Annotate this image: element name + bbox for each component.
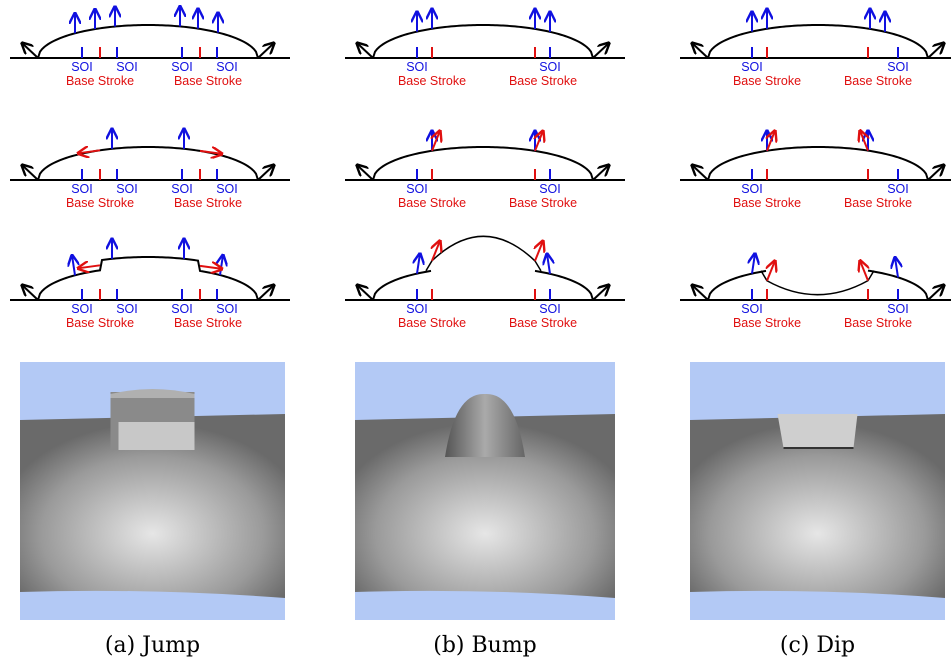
base-stroke-label: Base Stroke <box>509 74 577 88</box>
base-stroke-label: Base Stroke <box>733 74 801 88</box>
caption: (c) Dip <box>780 633 855 658</box>
normal-arrow <box>72 255 75 275</box>
base-stroke-label: Base Stroke <box>174 196 242 210</box>
soi-label: SOI <box>539 60 561 74</box>
soi-label: SOI <box>741 182 763 196</box>
soi-label: SOI <box>741 60 763 74</box>
soi-label: SOI <box>171 182 193 196</box>
base-stroke-label: Base Stroke <box>733 316 801 330</box>
soi-label: SOI <box>216 302 238 316</box>
soi-label: SOI <box>116 182 138 196</box>
base-stroke-label: Base Stroke <box>398 196 466 210</box>
base-stroke-label: Base Stroke <box>174 74 242 88</box>
curve <box>373 147 593 180</box>
soi-label: SOI <box>741 302 763 316</box>
soi-label: SOI <box>171 302 193 316</box>
soi-label: SOI <box>116 60 138 74</box>
base-stroke-label: Base Stroke <box>733 196 801 210</box>
curve <box>708 147 928 180</box>
dip <box>778 414 858 448</box>
end-arrow <box>692 285 708 300</box>
render-image <box>20 362 285 620</box>
base-stroke-label: Base Stroke <box>66 316 134 330</box>
soi-label: SOI <box>887 60 909 74</box>
end-arrow <box>22 285 38 300</box>
end-arrow <box>928 285 944 300</box>
normal-arrow <box>895 257 898 277</box>
render-image <box>690 362 945 620</box>
render-image <box>355 362 615 620</box>
end-arrow <box>258 165 274 180</box>
figure: SOISOISOISOIBase StrokeBase StrokeSOISOI… <box>0 0 951 664</box>
end-arrow <box>357 165 373 180</box>
soi-label: SOI <box>71 302 93 316</box>
end-arrow <box>593 285 609 300</box>
curve <box>38 147 258 180</box>
red-arrow <box>767 261 775 281</box>
curve <box>373 271 431 300</box>
soi-label: SOI <box>539 302 561 316</box>
end-arrow <box>258 285 274 300</box>
end-arrow <box>928 43 944 58</box>
end-arrow <box>593 165 609 180</box>
curve <box>708 25 928 58</box>
red-arrow <box>78 265 100 268</box>
base-stroke-label: Base Stroke <box>398 74 466 88</box>
base-stroke-label: Base Stroke <box>174 316 242 330</box>
base-stroke-label: Base Stroke <box>844 316 912 330</box>
red-arrow <box>860 261 868 281</box>
red-arrow <box>860 131 868 151</box>
curve <box>373 25 593 58</box>
end-arrow <box>22 165 38 180</box>
curve <box>708 271 766 300</box>
normal-arrow <box>220 255 223 275</box>
curve <box>38 25 258 58</box>
soi-label: SOI <box>171 60 193 74</box>
soi-label: SOI <box>406 302 428 316</box>
soi-label: SOI <box>406 60 428 74</box>
end-arrow <box>928 165 944 180</box>
soi-label: SOI <box>887 182 909 196</box>
base-stroke-label: Base Stroke <box>398 316 466 330</box>
curve <box>535 271 593 300</box>
soi-label: SOI <box>216 182 238 196</box>
red-arrow <box>535 131 543 151</box>
normal-arrow <box>547 254 550 274</box>
base-stroke-label: Base Stroke <box>844 196 912 210</box>
soi-label: SOI <box>71 182 93 196</box>
end-arrow <box>258 43 274 58</box>
red-arrow <box>200 266 222 269</box>
end-arrow <box>692 165 708 180</box>
curve <box>426 236 541 271</box>
red-arrow <box>432 131 440 151</box>
curve <box>38 257 258 300</box>
base-stroke-label: Base Stroke <box>844 74 912 88</box>
caption: (b) Bump <box>433 633 537 658</box>
end-arrow <box>22 43 38 58</box>
curve <box>761 271 874 295</box>
red-arrow <box>767 131 775 151</box>
soi-label: SOI <box>71 60 93 74</box>
jump-face <box>119 422 195 450</box>
base-stroke-label: Base Stroke <box>509 316 577 330</box>
soi-label: SOI <box>539 182 561 196</box>
normal-arrow <box>752 254 755 274</box>
end-arrow <box>692 43 708 58</box>
base-stroke-label: Base Stroke <box>509 196 577 210</box>
soi-label: SOI <box>406 182 428 196</box>
end-arrow <box>593 43 609 58</box>
end-arrow <box>357 285 373 300</box>
soi-label: SOI <box>216 60 238 74</box>
soi-label: SOI <box>116 302 138 316</box>
normal-arrow <box>417 254 420 274</box>
base-stroke-label: Base Stroke <box>66 196 134 210</box>
red-arrow <box>535 241 543 261</box>
end-arrow <box>357 43 373 58</box>
caption: (a) Jump <box>105 633 200 658</box>
base-stroke-label: Base Stroke <box>66 74 134 88</box>
soi-label: SOI <box>887 302 909 316</box>
